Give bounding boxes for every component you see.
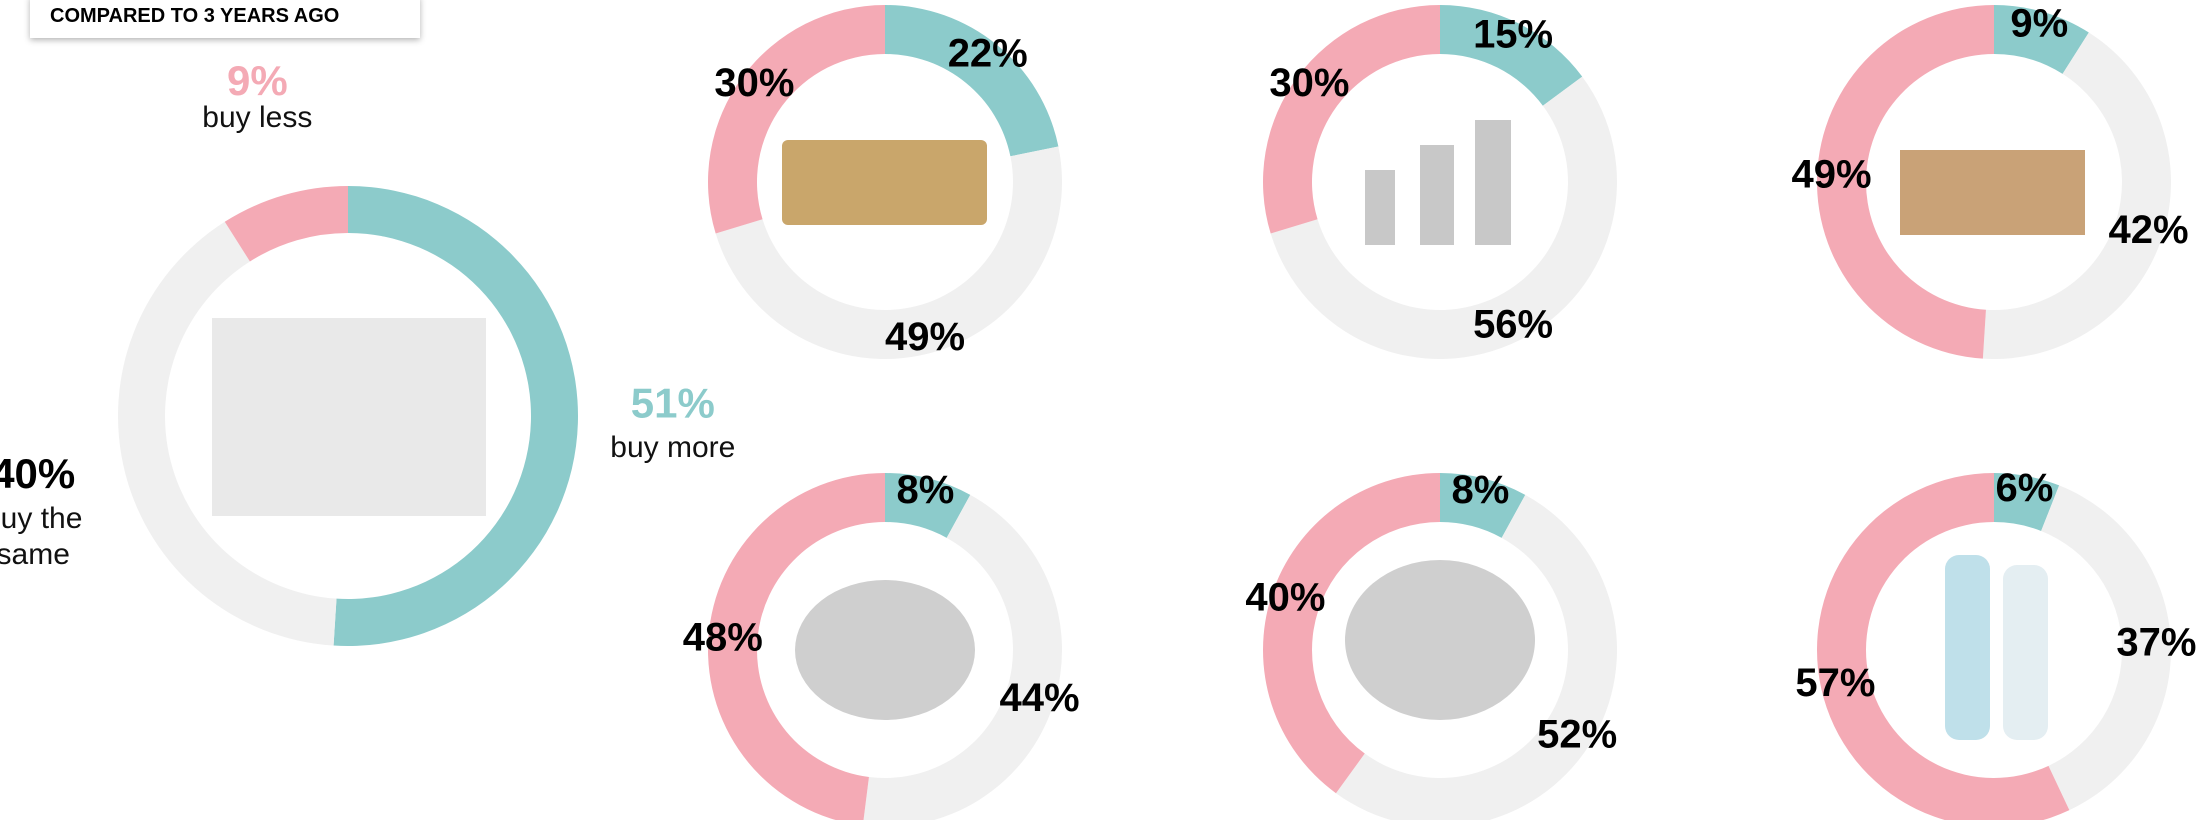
value-label: 22% xyxy=(948,32,1028,76)
value-label: 49% xyxy=(1792,152,1872,196)
header: COMPARED TO 3 YEARS AGO xyxy=(30,0,420,38)
donut xyxy=(708,5,1063,360)
value-label: 9% xyxy=(227,57,288,104)
slice xyxy=(1994,473,2060,531)
value-label: 15% xyxy=(1473,12,1553,56)
slice xyxy=(708,473,885,820)
category-label: buy the same xyxy=(0,501,83,571)
value-label: 40% xyxy=(0,450,75,497)
carton-photo xyxy=(1420,145,1454,245)
value-label: 49% xyxy=(885,315,965,359)
slice xyxy=(715,146,1063,360)
category-label: buy more xyxy=(610,431,736,465)
slice xyxy=(1817,473,2070,820)
value-label: 30% xyxy=(1269,61,1349,105)
slice xyxy=(1263,5,1440,234)
slice xyxy=(1816,5,1994,359)
slice xyxy=(885,473,971,538)
donut xyxy=(708,473,1062,820)
donut xyxy=(118,186,579,646)
box-photo xyxy=(782,140,987,225)
slice xyxy=(2041,485,2171,811)
value-label: 37% xyxy=(2116,620,2196,664)
slice xyxy=(863,494,1062,820)
value-label: 9% xyxy=(2010,2,2068,46)
value-label: 51% xyxy=(631,379,715,426)
tins-photo xyxy=(1345,560,1535,720)
bag-in-box-photo xyxy=(1900,150,2085,235)
slice xyxy=(1440,5,1583,106)
value-label: 57% xyxy=(1795,661,1875,705)
donut xyxy=(1817,473,2171,820)
slice xyxy=(1994,5,2089,74)
slice xyxy=(1440,473,1526,538)
carton-photo xyxy=(1365,170,1395,245)
value-label: 52% xyxy=(1537,713,1617,757)
slice xyxy=(333,186,579,646)
donut xyxy=(1263,473,1617,820)
images xyxy=(212,120,2085,740)
bottle-photo xyxy=(1945,555,1990,740)
slice xyxy=(1263,473,1440,794)
value-label: 30% xyxy=(714,61,794,105)
jar-photo xyxy=(212,318,486,516)
category-label: buy less xyxy=(202,100,313,134)
slice xyxy=(118,221,337,646)
carton-photo xyxy=(1475,120,1511,245)
donut xyxy=(1816,5,2171,359)
value-label: 42% xyxy=(2109,208,2189,252)
slice xyxy=(708,5,885,234)
value-label: 40% xyxy=(1245,575,1325,619)
value-label: 6% xyxy=(1996,466,2054,510)
value-label: 56% xyxy=(1473,303,1553,347)
value-label: 44% xyxy=(1000,676,1080,720)
bottle-photo xyxy=(2003,565,2048,740)
slice xyxy=(885,5,1059,157)
slice xyxy=(1270,76,1617,359)
value-label: 8% xyxy=(897,468,955,512)
slice xyxy=(1335,494,1617,820)
donut xyxy=(1263,5,1617,359)
slice xyxy=(224,186,348,262)
value-label: 8% xyxy=(1452,468,1510,512)
value-label: 48% xyxy=(683,615,763,659)
slice xyxy=(1982,32,2171,359)
cans-photo xyxy=(795,580,975,720)
